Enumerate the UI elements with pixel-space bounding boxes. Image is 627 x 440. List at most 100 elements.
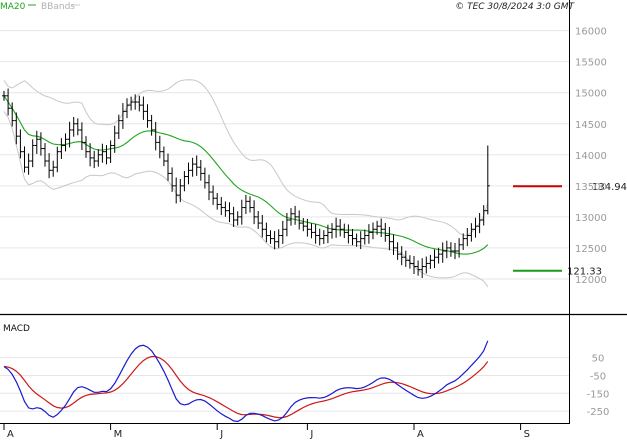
x-tick-label: J bbox=[219, 429, 223, 440]
ma20-legend: MA20 bbox=[0, 2, 26, 12]
price-bar bbox=[256, 211, 261, 229]
price-bar bbox=[301, 218, 306, 232]
price-bar bbox=[416, 260, 421, 276]
source-stamp: © TEC 30/8/2024 3:0 GMT bbox=[455, 2, 575, 12]
macd-line bbox=[3, 340, 489, 423]
ma20-series bbox=[3, 95, 489, 255]
price-bar bbox=[260, 214, 265, 238]
price-tick-label: 13000 bbox=[575, 213, 607, 224]
price-bar bbox=[149, 114, 154, 136]
price-bar bbox=[14, 112, 19, 145]
price-bar bbox=[469, 223, 474, 242]
price-bar bbox=[309, 223, 314, 239]
price-bar bbox=[317, 228, 322, 246]
price-bar bbox=[403, 250, 408, 267]
price-bar bbox=[436, 247, 441, 264]
price-bar bbox=[252, 200, 257, 225]
price-bar bbox=[182, 171, 187, 192]
price-bar bbox=[268, 230, 273, 244]
price-bar bbox=[428, 254, 433, 269]
macd-signal-line bbox=[3, 355, 489, 419]
price-bar bbox=[75, 118, 80, 136]
price-bar bbox=[71, 116, 76, 137]
price-bar bbox=[219, 196, 224, 216]
price-bar bbox=[461, 233, 466, 251]
price-bar bbox=[473, 217, 478, 238]
macd-title: MACD bbox=[3, 324, 30, 334]
price-bar bbox=[22, 146, 27, 173]
price-bar bbox=[477, 213, 482, 234]
price-bar bbox=[350, 228, 355, 246]
macd-tick-label: -250 bbox=[587, 407, 610, 418]
macd-tick-label: 50 bbox=[592, 354, 605, 365]
price-bar bbox=[432, 249, 437, 269]
price-bar bbox=[399, 246, 404, 266]
price-bar bbox=[272, 231, 277, 250]
price-bar bbox=[276, 229, 281, 248]
price-bar bbox=[485, 145, 490, 215]
price-bar bbox=[202, 167, 207, 189]
price-tick-label: 12500 bbox=[575, 244, 607, 255]
price-tick-label: 14500 bbox=[575, 120, 607, 131]
macd-panel: 50 -50 -150 -250 bbox=[0, 340, 610, 423]
price-bar bbox=[444, 240, 449, 259]
price-bar bbox=[92, 150, 97, 169]
price-bar bbox=[137, 95, 142, 112]
price-bar bbox=[346, 224, 351, 244]
price-bar bbox=[231, 206, 236, 227]
price-bar bbox=[289, 208, 293, 226]
price-bar bbox=[84, 136, 88, 158]
price-bar bbox=[440, 242, 445, 263]
price-bar bbox=[174, 177, 179, 204]
price-bar bbox=[2, 90, 6, 101]
price-bar bbox=[235, 211, 240, 226]
price-bar bbox=[198, 160, 203, 181]
x-tick-label: S bbox=[524, 429, 530, 440]
price-bar bbox=[100, 143, 105, 163]
price-bar bbox=[47, 153, 52, 179]
price-bar bbox=[379, 218, 384, 237]
price-bar bbox=[420, 258, 425, 278]
price-bar bbox=[354, 233, 359, 247]
macd-axis: 50 -50 -150 -250 bbox=[587, 354, 610, 418]
price-bar bbox=[133, 94, 138, 110]
price-bar bbox=[395, 242, 400, 260]
bbands-series bbox=[3, 79, 489, 287]
price-bar bbox=[391, 234, 396, 256]
price-bar bbox=[6, 88, 11, 116]
price-bar bbox=[18, 129, 23, 159]
price-bar bbox=[26, 153, 31, 175]
bbands-legend: BBands bbox=[41, 2, 75, 12]
price-bar bbox=[424, 256, 429, 274]
price-bar bbox=[108, 140, 113, 163]
price-bar bbox=[170, 167, 175, 192]
price-bar bbox=[43, 142, 47, 167]
macd-gridlines bbox=[0, 357, 569, 412]
bband-lower bbox=[3, 111, 489, 287]
price-bar bbox=[453, 242, 457, 260]
price-bar bbox=[10, 102, 15, 127]
price-tick-label: 15000 bbox=[575, 89, 607, 100]
price-bar bbox=[186, 162, 191, 185]
price-bar bbox=[321, 230, 326, 244]
price-bar bbox=[358, 231, 363, 250]
price-tick-label: 13500 bbox=[575, 182, 607, 193]
price-bar bbox=[481, 205, 486, 226]
price-bar bbox=[190, 157, 195, 177]
price-bar bbox=[264, 222, 269, 243]
price-bar bbox=[112, 125, 117, 153]
price-bar bbox=[120, 103, 125, 129]
price-bar bbox=[297, 210, 302, 230]
price-axis: 12000 12500 13000 13500 14000 14500 15000 15500… bbox=[575, 27, 607, 286]
price-bar bbox=[55, 146, 60, 173]
resistance-label: 134.94 bbox=[592, 182, 627, 193]
price-bar bbox=[211, 185, 216, 205]
macd-tick-label: -50 bbox=[590, 371, 606, 382]
price-bar bbox=[366, 224, 371, 244]
price-bar bbox=[67, 121, 72, 148]
price-bar bbox=[79, 122, 84, 151]
price-bar bbox=[38, 132, 43, 156]
price-bar bbox=[330, 223, 334, 239]
price-bar bbox=[34, 130, 39, 154]
price-panel: 134.94 121.33 12000 12500 13000 13500 14000 14… bbox=[0, 26, 627, 287]
